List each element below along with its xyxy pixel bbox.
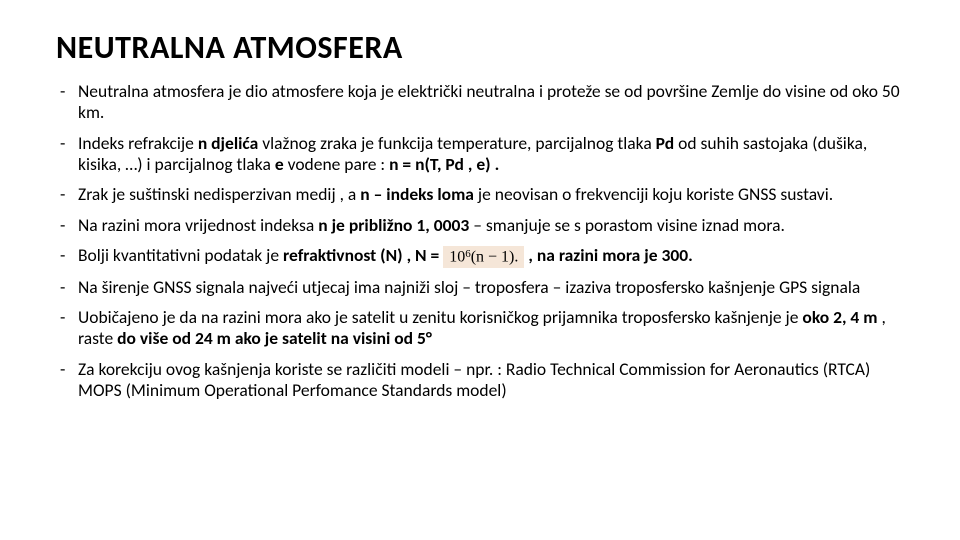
bold-text: e [275, 153, 284, 175]
text: Uobičajeno je da na razini mora ako je s… [78, 306, 802, 328]
text: je neovisan o frekvenciji koju koriste G… [474, 183, 833, 205]
bold-text: n – indeks loma [360, 183, 474, 205]
text: , [524, 244, 536, 266]
formula-tail: (n − 1). [471, 249, 519, 266]
text: Neutralna atmosfera je dio atmosfere koj… [78, 80, 900, 123]
slide: NEUTRALNA ATMOSFERA Neutralna atmosfera … [0, 0, 960, 540]
text: vodene pare : [284, 153, 389, 175]
text: Bolji kvantitativni podatak je [78, 244, 283, 266]
formula-base: 10 [449, 249, 465, 266]
bold-text: na razini mora je 300. [537, 244, 693, 266]
list-item: Na razini mora vrijednost indeksa n je p… [56, 215, 904, 236]
formula-sup: 6 [465, 248, 471, 260]
list-item: Indeks refrakcije n djelića vlažnog zrak… [56, 133, 904, 176]
list-item: Za korekciju ovog kašnjenja koriste se r… [56, 359, 904, 402]
text: Indeks refrakcije [78, 132, 198, 154]
text: Zrak je suštinski nedisperzivan medij , … [78, 183, 360, 205]
list-item: Bolji kvantitativni podatak je refraktiv… [56, 245, 904, 267]
text: Na širenje GNSS signala najveći utjecaj … [78, 276, 860, 298]
bold-text: n je približno 1, 0003 [318, 214, 469, 236]
bold-text: do više od 24 m ako je satelit na visini… [117, 327, 432, 349]
slide-title: NEUTRALNA ATMOSFERA [56, 28, 904, 67]
list-item: Zrak je suštinski nedisperzivan medij , … [56, 184, 904, 205]
list-item: Neutralna atmosfera je dio atmosfere koj… [56, 81, 904, 124]
bullet-list: Neutralna atmosfera je dio atmosfere koj… [56, 81, 904, 401]
list-item: Uobičajeno je da na razini mora ako je s… [56, 307, 904, 350]
bold-text: n = n(T, Pd , e) . [389, 153, 499, 175]
text: – smanjuje se s porastom visine iznad mo… [469, 214, 785, 236]
bold-text: refraktivnost (N) , N = [283, 244, 443, 266]
text: Za korekciju ovog kašnjenja koriste se r… [78, 358, 870, 401]
text: vlažnog zraka je funkcija temperature, p… [258, 132, 655, 154]
formula-icon: 106(n − 1). [443, 246, 524, 267]
bold-text: Pd [656, 132, 675, 154]
bold-text: n djelića [198, 132, 258, 154]
text: Na razini mora vrijednost indeksa [78, 214, 318, 236]
list-item: Na širenje GNSS signala najveći utjecaj … [56, 277, 904, 298]
bold-text: oko 2, 4 m [802, 306, 881, 328]
